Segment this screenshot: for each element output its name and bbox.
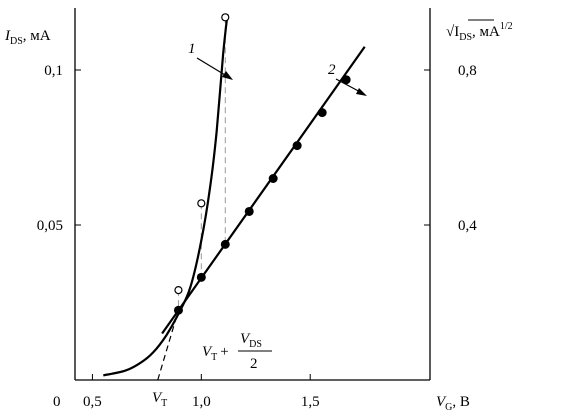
svg-text:2: 2 — [328, 62, 336, 78]
series-2-point-7 — [341, 75, 351, 85]
series-2-label: 2 — [328, 62, 367, 96]
svg-text:2: 2 — [250, 356, 258, 372]
series-2-point-5 — [292, 141, 302, 151]
formula-annotation: VT + VDS 2 — [202, 331, 272, 372]
x-tick-label-1: 1,0 — [192, 394, 211, 410]
y-right-axis-label: √IDS, мА1/2 — [446, 19, 513, 43]
series-2-point-2 — [220, 239, 230, 249]
series-2-point-4 — [268, 174, 278, 183]
series-1-point-0 — [174, 286, 183, 295]
series-1-label: 1 — [188, 41, 233, 80]
y-right-tick-label-1: 0,8 — [458, 63, 477, 79]
axis-ticks — [75, 69, 430, 380]
series-2-point-1 — [196, 272, 206, 282]
x-axis-label: VG, В — [436, 394, 470, 413]
series-1-point-1 — [197, 199, 206, 208]
x-tick-label-2: 1,5 — [301, 394, 320, 410]
data-markers — [173, 13, 351, 315]
y-right-tick-label-0: 0,4 — [458, 218, 477, 234]
series-1-curve — [103, 14, 229, 377]
data-curves — [103, 14, 366, 377]
svg-text:√IDS, мА1/2: √IDS, мА1/2 — [446, 21, 513, 43]
svg-text:VT+: VT + — [202, 344, 229, 363]
svg-text:1: 1 — [188, 41, 196, 57]
origin-label: 0 — [53, 394, 61, 410]
y-left-tick-label-1: 0,1 — [44, 63, 63, 79]
series-2-point-0 — [173, 305, 183, 315]
series-2-point-6 — [317, 108, 327, 118]
vt-label: VT — [152, 390, 167, 409]
series-1-point-2 — [221, 13, 230, 22]
svg-text:VDS: VDS — [240, 331, 262, 350]
x-tick-label-0: 0,5 — [83, 394, 102, 410]
y-left-tick-label-0: 0,05 — [37, 218, 63, 234]
series-2-curve — [161, 46, 366, 335]
axis-tick-labels: 0,5 1,0 1,5 0,05 0,1 0,4 0,8 — [37, 63, 478, 410]
y-left-axis-label: IDS, мА — [4, 28, 51, 47]
series-2-point-3 — [244, 206, 254, 216]
